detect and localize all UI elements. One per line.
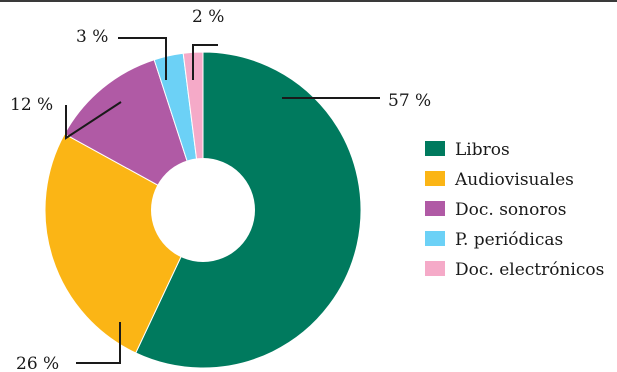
legend-label-doc-sonoros: Doc. sonoros — [455, 200, 566, 220]
leader-lines — [65, 37, 380, 364]
data-labels: 57 % 26 % 12 % 3 % 2 % — [10, 7, 431, 372]
legend-swatch-p-periodicas — [425, 231, 445, 246]
data-label-doc-electronicos: 2 % — [192, 7, 224, 27]
top-rule — [0, 0, 617, 2]
legend-label-libros: Libros — [455, 140, 510, 160]
leader-p-periodicas — [118, 37, 167, 80]
legend: Libros Audiovisuales Doc. sonoros P. per… — [425, 140, 604, 280]
legend-label-p-periodicas: P. periódicas — [455, 230, 563, 250]
leader-audiovisuales — [76, 322, 121, 364]
donut-hole — [151, 158, 255, 262]
leader-doc-sonoros — [65, 101, 122, 140]
legend-swatch-audiovisuales — [425, 171, 445, 186]
data-label-p-periodicas: 3 % — [76, 27, 108, 47]
legend-label-audiovisuales: Audiovisuales — [454, 170, 574, 190]
legend-swatch-libros — [425, 141, 445, 156]
legend-swatch-doc-electronicos — [425, 261, 445, 276]
data-label-libros: 57 % — [388, 91, 431, 111]
data-label-doc-sonoros: 12 % — [10, 95, 53, 115]
legend-swatch-doc-sonoros — [425, 201, 445, 216]
leader-doc-electronicos — [192, 44, 218, 80]
legend-label-doc-electronicos: Doc. electrónicos — [455, 260, 604, 280]
data-label-audiovisuales: 26 % — [16, 354, 59, 372]
